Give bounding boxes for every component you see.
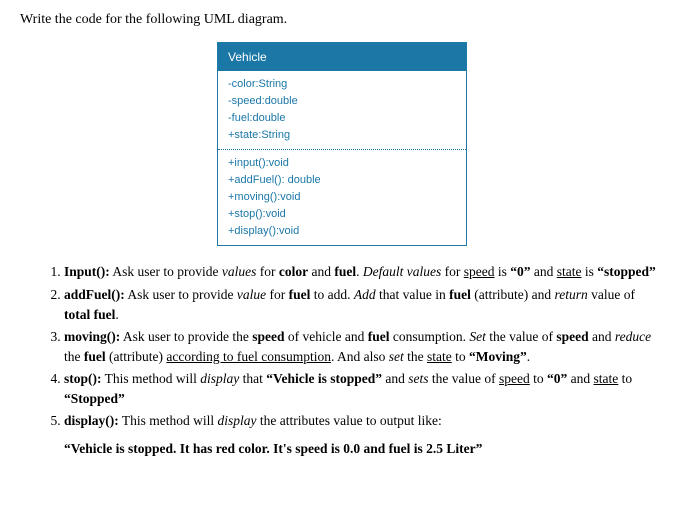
method-name: moving(): bbox=[64, 329, 120, 344]
txt: sets bbox=[408, 371, 428, 386]
txt: speed bbox=[556, 329, 588, 344]
uml-class-name: Vehicle bbox=[218, 43, 466, 71]
txt: state bbox=[427, 349, 452, 364]
txt: the bbox=[64, 349, 84, 364]
txt: is bbox=[495, 264, 511, 279]
list-item: display(): This method will display the … bbox=[64, 411, 664, 431]
uml-method: +addFuel(): double bbox=[228, 172, 456, 189]
txt: This method will bbox=[119, 413, 218, 428]
txt: fuel bbox=[368, 329, 390, 344]
txt: color bbox=[279, 264, 308, 279]
txt: “Moving” bbox=[469, 349, 527, 364]
txt: fuel bbox=[449, 287, 471, 302]
txt: and bbox=[589, 329, 615, 344]
txt: Default values bbox=[363, 264, 441, 279]
txt: (attribute) and bbox=[471, 287, 555, 302]
uml-method: +input():void bbox=[228, 155, 456, 172]
uml-method: +moving():void bbox=[228, 189, 456, 206]
uml-attr: -speed:double bbox=[228, 93, 456, 110]
txt: to bbox=[618, 371, 632, 386]
txt: to bbox=[530, 371, 547, 386]
txt: state bbox=[557, 264, 582, 279]
txt: . bbox=[115, 307, 118, 322]
txt: the attributes value to output like: bbox=[257, 413, 442, 428]
txt: to add. bbox=[310, 287, 354, 302]
txt: state bbox=[594, 371, 619, 386]
txt: display bbox=[200, 371, 239, 386]
uml-attr: +state:String bbox=[228, 127, 456, 144]
txt: speed bbox=[252, 329, 284, 344]
txt: . bbox=[527, 349, 530, 364]
txt: and bbox=[531, 264, 557, 279]
method-name: addFuel(): bbox=[64, 287, 125, 302]
txt: “Stopped” bbox=[64, 391, 125, 406]
uml-class-box: Vehicle -color:String -speed:double -fue… bbox=[217, 42, 467, 246]
uml-attr: -fuel:double bbox=[228, 110, 456, 127]
uml-method: +display():void bbox=[228, 223, 456, 240]
txt: and bbox=[567, 371, 593, 386]
prompt-text: Write the code for the following UML dia… bbox=[20, 12, 664, 28]
txt: Ask user to provide bbox=[125, 287, 237, 302]
txt: This method will bbox=[102, 371, 201, 386]
txt: of vehicle and bbox=[285, 329, 368, 344]
method-name: Input(): bbox=[64, 264, 110, 279]
txt: that value in bbox=[376, 287, 449, 302]
txt: the value of bbox=[486, 329, 556, 344]
txt: is bbox=[582, 264, 598, 279]
txt: consumption. bbox=[389, 329, 469, 344]
txt: Add bbox=[354, 287, 376, 302]
txt: total fuel bbox=[64, 307, 115, 322]
txt: Ask user to provide the bbox=[120, 329, 252, 344]
txt: Set bbox=[469, 329, 486, 344]
uml-methods: +input():void +addFuel(): double +moving… bbox=[218, 149, 466, 245]
txt: speed bbox=[464, 264, 495, 279]
txt: fuel bbox=[289, 287, 311, 302]
txt: reduce bbox=[615, 329, 651, 344]
txt: fuel bbox=[84, 349, 106, 364]
method-name: display(): bbox=[64, 413, 119, 428]
txt: the bbox=[404, 349, 427, 364]
txt: value bbox=[237, 287, 266, 302]
txt: for bbox=[266, 287, 289, 302]
txt: . And also bbox=[331, 349, 389, 364]
list-item: stop(): This method will display that “V… bbox=[64, 369, 664, 408]
list-item: addFuel(): Ask user to provide value for… bbox=[64, 285, 664, 324]
txt: the value of bbox=[429, 371, 499, 386]
example-output: “Vehicle is stopped. It has red color. I… bbox=[20, 441, 664, 457]
list-item: Input(): Ask user to provide values for … bbox=[64, 262, 664, 282]
txt: and bbox=[308, 264, 334, 279]
txt: for bbox=[441, 264, 464, 279]
txt: return bbox=[554, 287, 587, 302]
txt: Ask user to provide bbox=[110, 264, 222, 279]
list-item: moving(): Ask user to provide the speed … bbox=[64, 327, 664, 366]
txt: . bbox=[356, 264, 363, 279]
txt: “0” bbox=[510, 264, 530, 279]
txt: that bbox=[239, 371, 266, 386]
txt: value of bbox=[588, 287, 635, 302]
txt: according to fuel consumption bbox=[166, 349, 331, 364]
txt: to bbox=[452, 349, 469, 364]
txt: “Vehicle is stopped” bbox=[266, 371, 382, 386]
txt: (attribute) bbox=[106, 349, 167, 364]
txt: “0” bbox=[547, 371, 567, 386]
txt: speed bbox=[499, 371, 530, 386]
txt: and bbox=[382, 371, 408, 386]
txt: set bbox=[389, 349, 404, 364]
uml-method: +stop():void bbox=[228, 206, 456, 223]
uml-container: Vehicle -color:String -speed:double -fue… bbox=[20, 42, 664, 246]
txt: for bbox=[256, 264, 279, 279]
uml-attr: -color:String bbox=[228, 76, 456, 93]
method-name: stop(): bbox=[64, 371, 102, 386]
txt: display bbox=[218, 413, 257, 428]
uml-attributes: -color:String -speed:double -fuel:double… bbox=[218, 71, 466, 149]
txt: “stopped” bbox=[597, 264, 656, 279]
txt: values bbox=[222, 264, 257, 279]
instructions-list: Input(): Ask user to provide values for … bbox=[20, 262, 664, 431]
txt: fuel bbox=[334, 264, 356, 279]
